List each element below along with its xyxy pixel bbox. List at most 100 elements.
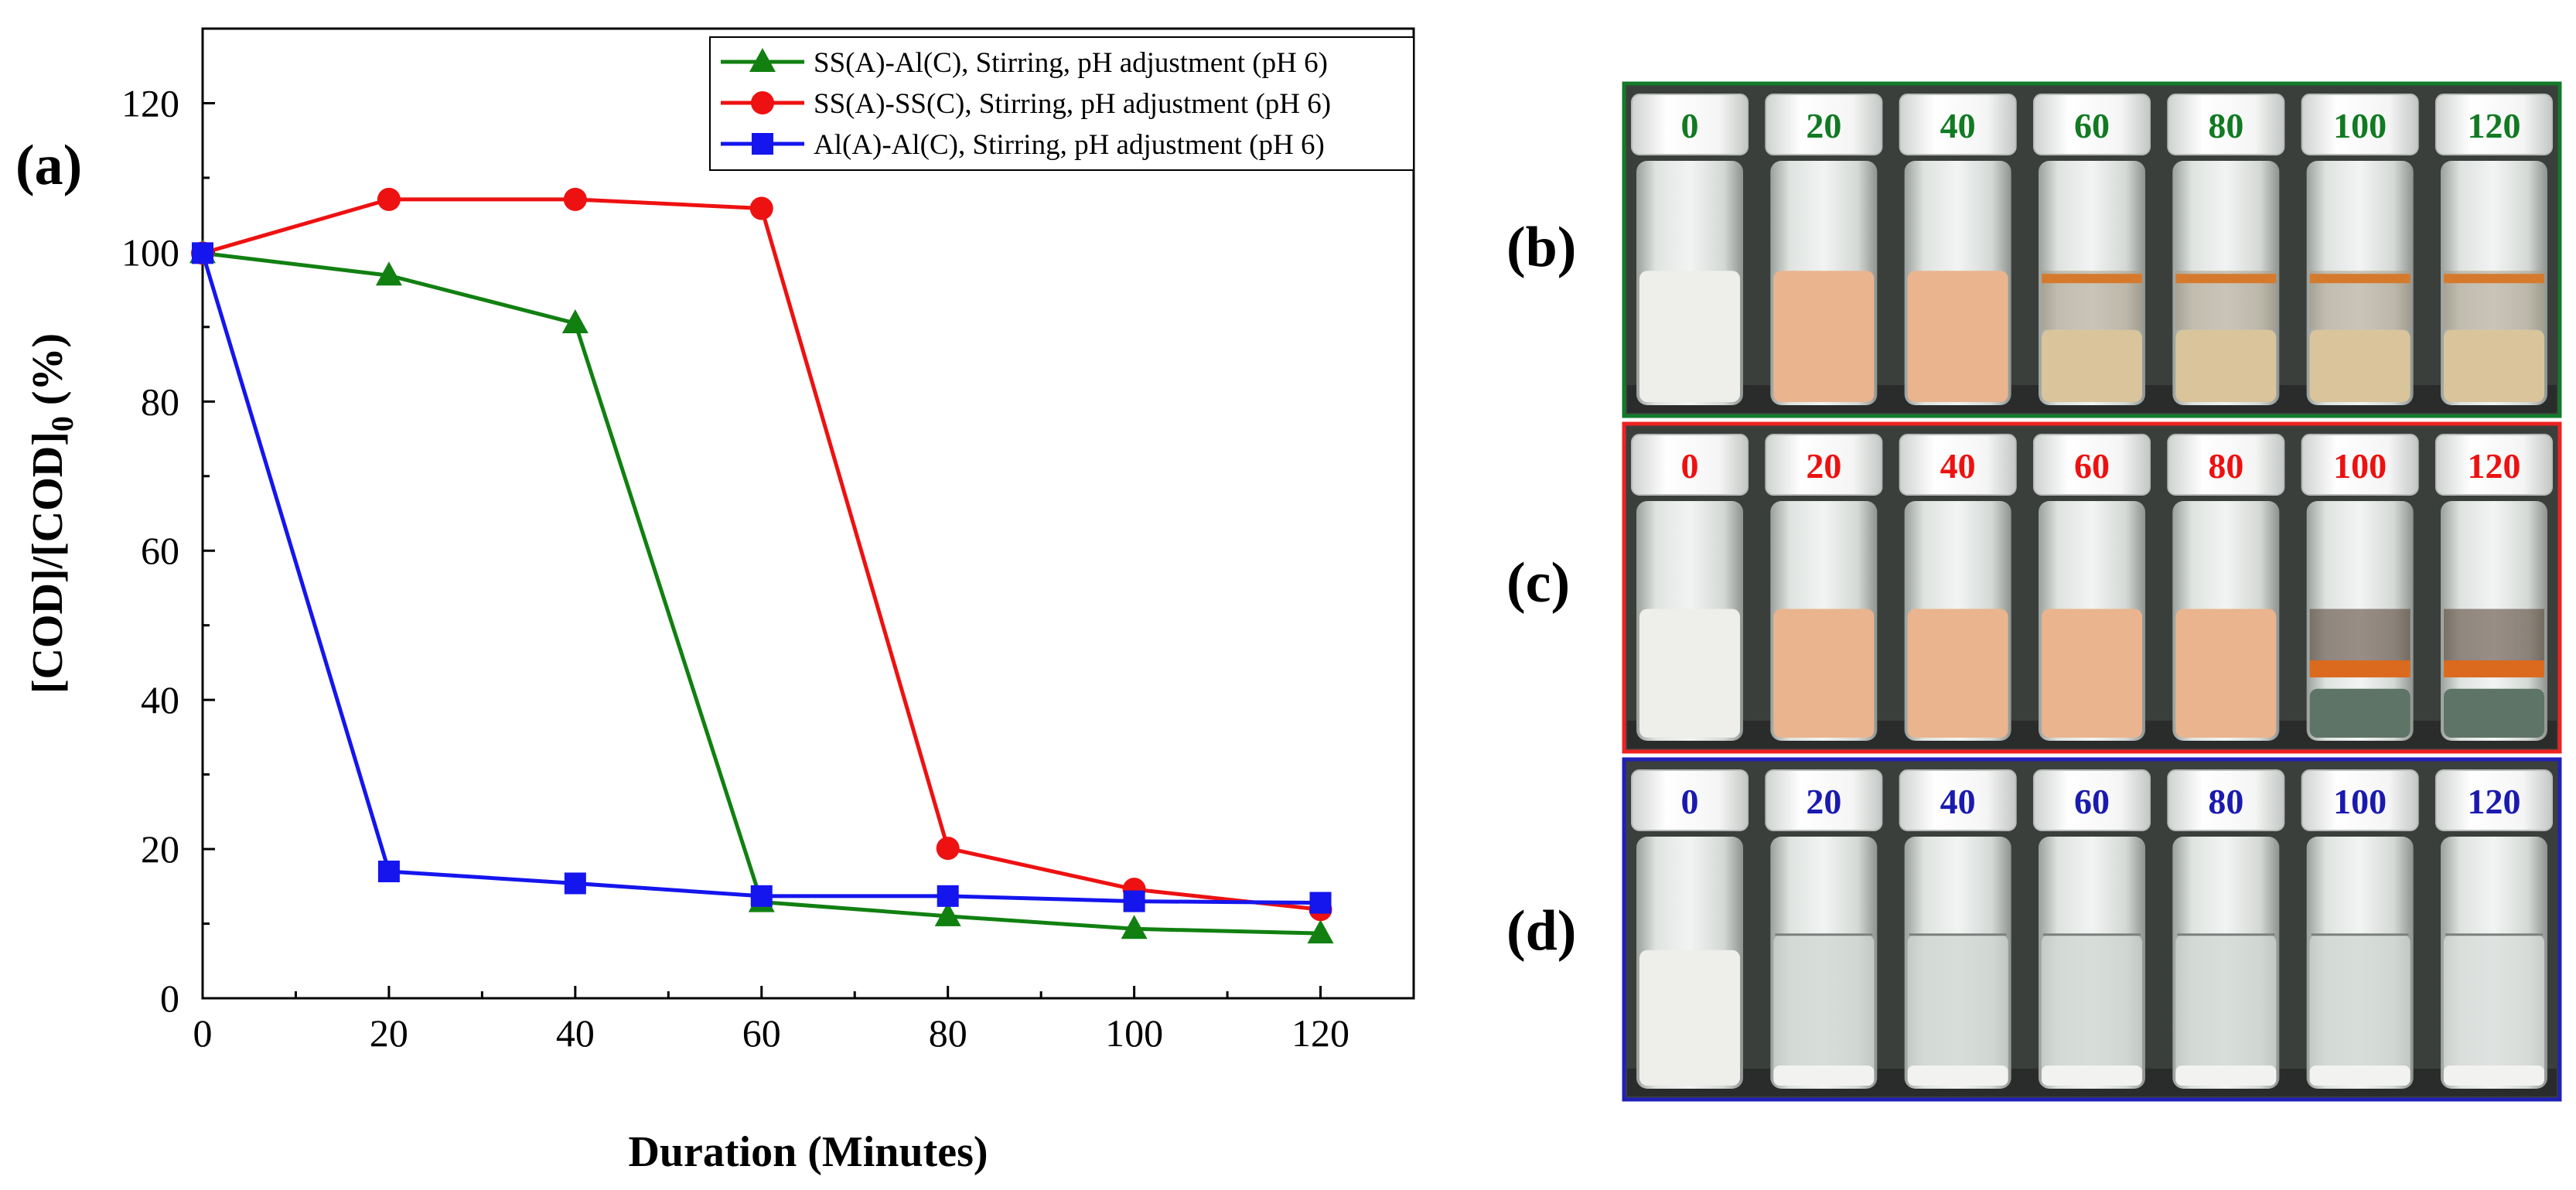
vial-label: 100 [2333,106,2387,145]
legend-label: Al(A)-Al(C), Stirring, pH adjustment (pH… [814,129,1325,161]
x-tick-label: 20 [370,1011,408,1055]
y-tick-label: 120 [121,81,179,124]
vial-label: 40 [1940,106,1976,145]
vial-cap [2033,94,2151,155]
y-tick-label: 40 [141,678,179,721]
vial: 80 [2167,94,2285,405]
vial-label: 60 [2074,106,2110,145]
data-point [375,261,402,286]
data-point [934,902,961,926]
x-axis: 0 20 40 60 80 100 120 [193,986,1349,1055]
vial-cap [1631,769,1749,831]
vial-liquid [2175,609,2277,738]
vial-cap [2167,434,2285,496]
vial: 120 [2435,94,2553,405]
legend-entry: SS(A)-Al(C), Stirring, pH adjustment (pH… [721,47,1328,79]
vial-label: 80 [2208,446,2243,486]
x-tick-label: 40 [556,1011,595,1055]
vial-sediment [2175,1066,2277,1086]
legend: SS(A)-Al(C), Stirring, pH adjustment (pH… [709,36,1414,171]
vial: 100 [2301,769,2419,1089]
vial-label: 80 [2208,782,2243,821]
vial-cap [2167,769,2285,831]
x-tick-label: 100 [1105,1011,1163,1055]
vial: 40 [1899,94,2017,405]
legend-marker [751,91,774,114]
vial-label: 80 [2208,106,2243,145]
vial: 0 [1631,434,1749,741]
vial-sediment [2444,688,2544,738]
panel-label-c: (c) [1506,551,1570,615]
vial-cap [1899,434,2017,496]
vial-sediment [2042,329,2142,402]
data-point [936,837,960,861]
vial: 20 [1765,434,1883,741]
y-tick-label: 100 [121,230,179,274]
series-2 [191,187,1332,922]
vial-sediment [2309,1066,2411,1086]
vial-label: 60 [2074,446,2110,486]
vial-liquid [1907,609,2008,738]
vial-liquid [1773,934,1875,1086]
x-tick-label: 80 [929,1011,967,1055]
vial-label: 40 [1940,782,1976,821]
vial-sediment [1773,1066,1875,1086]
data-point [1307,919,1334,944]
vial-liquid [1639,271,1740,402]
vial-sediment [1907,1066,2008,1086]
legend-box [709,36,1414,171]
vial-cap [2301,769,2419,831]
vial: 20 [1765,769,1883,1089]
vial-floc-layer [2042,274,2142,284]
data-point [563,187,587,211]
vial-photos: (b) 0 20 40 60 80 100 120 (c) 0 20 40 60 80 100 120 (d) 0… [1506,81,2562,1102]
vial: 20 [1765,94,1883,405]
legend-marker [752,133,773,155]
panel-label-a: (a) [15,134,82,197]
y-tick-label: 80 [141,380,179,423]
x-axis-title: Duration (Minutes) [628,1128,988,1176]
vial: 80 [2167,434,2285,741]
vial-floc-layer [2175,274,2277,284]
y-axis: 0 20 40 60 80 100 120 [121,81,215,1020]
vial: 40 [1899,434,2017,741]
vial-cap [1765,769,1883,831]
vial: 80 [2167,769,2285,1089]
vial-label: 20 [1806,782,1841,821]
panel-label-d: (d) [1506,899,1576,963]
series-1 [189,239,1334,944]
vial-sediment [2042,1066,2142,1086]
vial-liquid [1639,950,1740,1086]
y-tick-label: 0 [160,977,179,1020]
vial-label: 60 [2074,782,2110,821]
cod-chart: 0 20 40 60 80 100 120 0 20 40 60 80 100 120 Duration… [15,27,1415,1176]
vial-cap [2301,434,2419,496]
vial-cap [1631,434,1749,496]
vial-liquid [1773,609,1875,738]
vial-liquid [2042,934,2142,1086]
vial-cap [2435,434,2553,496]
legend-entry: SS(A)-SS(C), Stirring, pH adjustment (pH… [721,88,1331,120]
vial-cap [2033,769,2151,831]
vial-cap [2033,434,2151,496]
data-point [564,872,586,895]
vial-liquid [2309,934,2411,1086]
vial-cap [1765,94,1883,155]
data-point [377,861,400,883]
vial: 100 [2301,434,2419,741]
vial-cap [1899,94,2017,155]
photo-panel-d: (d) 0 20 40 60 80 100 120 [1506,757,2562,1102]
vial: 0 [1631,94,1749,405]
vial: 0 [1631,769,1749,1089]
vial-label: 0 [1681,782,1699,821]
vial: 100 [2301,94,2419,405]
series-line [200,252,1321,905]
vial: 60 [2033,434,2151,741]
vial-sediment [2444,329,2544,402]
data-point [1121,915,1148,939]
vial-liquid [1907,934,2008,1086]
data-point [1309,892,1332,914]
vial-sediment [2309,329,2411,402]
vial-cap [2301,94,2419,155]
x-tick-label: 0 [193,1011,213,1055]
